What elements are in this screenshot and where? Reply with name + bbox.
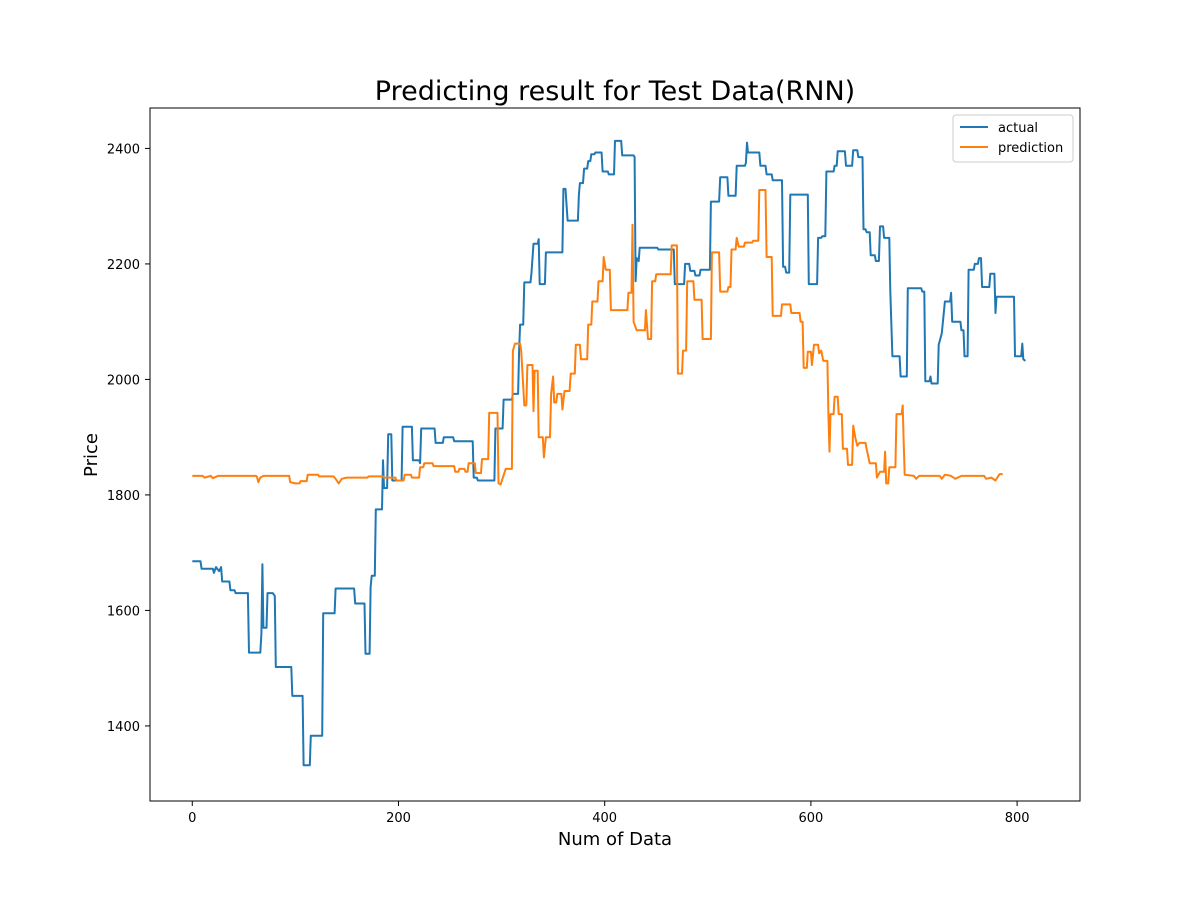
y-axis-ticks: 1400 1600 1800 2000 2200 2400	[107, 142, 150, 735]
x-tick-label: 800	[1005, 811, 1030, 826]
y-tick-label: 1400	[107, 720, 140, 735]
x-tick-label: 400	[592, 811, 617, 826]
y-axis-label: Price	[81, 433, 102, 477]
axes-frame	[149, 107, 1081, 802]
x-tick-label: 0	[188, 811, 196, 826]
y-tick-label: 2400	[107, 142, 140, 157]
series-line-prediction	[192, 189, 1003, 486]
legend-label-actual: actual	[998, 121, 1038, 136]
x-tick-label: 600	[798, 811, 823, 826]
y-tick-label: 2200	[107, 258, 140, 273]
y-tick-label: 2000	[107, 373, 140, 388]
x-axis-label: Num of Data	[558, 829, 672, 850]
legend-label-prediction: prediction	[998, 141, 1063, 156]
series-lines	[192, 139, 1027, 767]
legend: actual prediction	[952, 114, 1074, 163]
x-tick-label: 200	[386, 811, 411, 826]
chart-title: Predicting result for Test Data(RNN)	[375, 76, 855, 107]
x-axis-ticks: 0 200 400 600 800	[188, 801, 1030, 826]
plot-area: 0 200 400 600 800 1400 1600 1800 2000 2200 2400	[107, 107, 1081, 826]
y-tick-label: 1800	[107, 489, 140, 504]
series-line-actual	[192, 139, 1027, 767]
y-tick-label: 1600	[107, 604, 140, 619]
